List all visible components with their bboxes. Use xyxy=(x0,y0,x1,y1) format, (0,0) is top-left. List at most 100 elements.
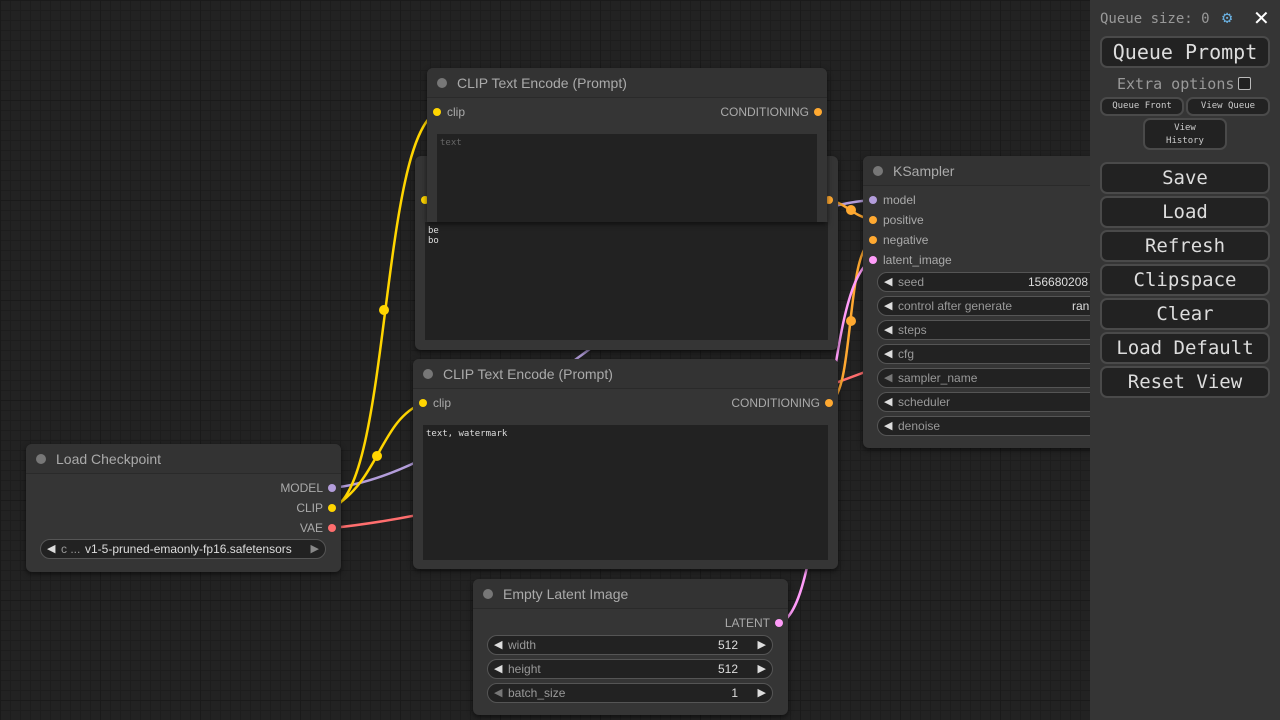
conditioning-output[interactable] xyxy=(818,190,838,210)
queue-prompt-button[interactable]: Queue Prompt xyxy=(1100,36,1270,68)
text-line: be xyxy=(428,226,439,236)
arrow-left-icon[interactable]: ◀ xyxy=(494,687,503,699)
arrow-left-icon[interactable]: ◀ xyxy=(884,324,893,336)
collapse-dot[interactable] xyxy=(437,78,447,88)
arrow-left-icon[interactable]: ◀ xyxy=(494,663,503,675)
arrow-left-icon[interactable]: ◀ xyxy=(884,276,893,288)
node-title[interactable]: Load Checkpoint xyxy=(26,444,341,474)
widget-label: width xyxy=(508,638,537,652)
height-widget[interactable]: ◀ height 512 ▶ xyxy=(487,659,773,679)
clip-output[interactable]: CLIP xyxy=(296,498,341,518)
model-input[interactable]: model xyxy=(863,190,916,210)
reroute-dot xyxy=(372,451,382,461)
extra-options-checkbox[interactable] xyxy=(1238,77,1251,90)
save-button[interactable]: Save xyxy=(1100,162,1270,194)
slot-label: CLIP xyxy=(296,501,323,515)
conditioning-output[interactable]: CONDITIONING xyxy=(731,393,838,413)
latent-image-input[interactable]: latent_image xyxy=(863,250,952,270)
slot-label: MODEL xyxy=(280,481,323,495)
arrow-left-icon[interactable]: ◀ xyxy=(884,420,893,432)
width-widget[interactable]: ◀ width 512 ▶ xyxy=(487,635,773,655)
clear-button[interactable]: Clear xyxy=(1100,298,1270,330)
arrow-left-icon[interactable]: ◀ xyxy=(884,396,893,408)
view-history-button[interactable]: View History xyxy=(1143,118,1227,150)
slot-label: CONDITIONING xyxy=(731,396,820,410)
title-text: Empty Latent Image xyxy=(503,586,629,602)
slot-label: latent_image xyxy=(883,253,952,267)
queue-front-button[interactable]: Queue Front xyxy=(1100,97,1184,116)
conditioning-output[interactable]: CONDITIONING xyxy=(720,102,827,122)
load-default-button[interactable]: Load Default xyxy=(1100,332,1270,364)
prompt-textarea[interactable]: be bo xyxy=(425,222,828,340)
ckpt-name-combo[interactable]: ◀ c ... v1-5-pruned-emaonly-fp16.safeten… xyxy=(40,539,326,559)
cfg-widget[interactable]: ◀ cfg xyxy=(877,344,1123,364)
arrow-left-icon[interactable]: ◀ xyxy=(494,639,503,651)
widget-label: control after generate xyxy=(898,299,1013,313)
seed-widget[interactable]: ◀ seed 156680208 xyxy=(877,272,1123,292)
reroute-dot xyxy=(846,205,856,215)
prompt-textarea[interactable]: text, watermark xyxy=(423,425,828,560)
steps-widget[interactable]: ◀ steps xyxy=(877,320,1123,340)
graph-canvas[interactable]: be bo CLIP Text Encode (Prompt) clip CON… xyxy=(0,0,1123,720)
scheduler-widget[interactable]: ◀ scheduler xyxy=(877,392,1123,412)
arrow-right-icon[interactable]: ▶ xyxy=(757,687,766,699)
reset-view-button[interactable]: Reset View xyxy=(1100,366,1270,398)
arrow-left-icon[interactable]: ◀ xyxy=(884,348,893,360)
widget-label: batch_size xyxy=(508,686,566,700)
node-title[interactable]: CLIP Text Encode (Prompt) xyxy=(427,68,827,98)
load-button[interactable]: Load xyxy=(1100,196,1270,228)
node-title[interactable]: KSampler xyxy=(863,156,1123,186)
gear-icon[interactable]: ⚙ xyxy=(1222,8,1233,28)
node-title[interactable]: CLIP Text Encode (Prompt) xyxy=(413,359,838,389)
arrow-right-icon[interactable]: ▶ xyxy=(757,663,766,675)
collapse-dot[interactable] xyxy=(423,369,433,379)
extra-options-text: Extra options xyxy=(1117,75,1235,93)
queue-size-label: Queue size: 0 xyxy=(1100,11,1210,27)
slot-label: clip xyxy=(433,396,452,410)
arrow-left-icon[interactable]: ◀ xyxy=(884,372,893,384)
clipspace-button[interactable]: Clipspace xyxy=(1100,264,1270,296)
negative-input[interactable]: negative xyxy=(863,230,928,250)
clip-text-encode-node-bottom[interactable]: CLIP Text Encode (Prompt) clip CONDITION… xyxy=(413,359,838,569)
widget-label: cfg xyxy=(898,347,915,361)
queue-sidebar: Queue size: 0 ⚙ ✕ Queue Prompt Extra opt… xyxy=(1090,0,1280,720)
arrow-left-icon[interactable]: ◀ xyxy=(47,543,56,555)
widget-value: ran xyxy=(1072,299,1090,313)
clip-text-encode-node-top[interactable]: CLIP Text Encode (Prompt) clip CONDITION… xyxy=(427,68,827,222)
positive-input[interactable]: positive xyxy=(863,210,924,230)
control-after-generate-widget[interactable]: ◀ control after generate ran xyxy=(877,296,1123,316)
vae-output[interactable]: VAE xyxy=(300,518,341,538)
batch-size-widget[interactable]: ◀ batch_size 1 ▶ xyxy=(487,683,773,703)
view-queue-button[interactable]: View Queue xyxy=(1186,97,1270,116)
slot-label: negative xyxy=(883,233,929,247)
widget-label: seed xyxy=(898,275,925,289)
refresh-button[interactable]: Refresh xyxy=(1100,230,1270,262)
arrow-right-icon[interactable]: ▶ xyxy=(310,543,319,555)
slot-label: VAE xyxy=(299,521,323,535)
close-icon[interactable]: ✕ xyxy=(1253,6,1270,30)
wire-clip-bottom xyxy=(331,401,424,510)
node-title[interactable]: Empty Latent Image xyxy=(473,579,788,609)
sampler-name-widget[interactable]: ◀ sampler_name xyxy=(877,368,1123,388)
clip-input[interactable]: clip xyxy=(427,102,465,122)
clip-input[interactable] xyxy=(415,190,435,210)
placeholder: text xyxy=(440,138,462,148)
arrow-right-icon[interactable]: ▶ xyxy=(757,639,766,651)
collapse-dot[interactable] xyxy=(36,454,46,464)
clip-input[interactable]: clip xyxy=(413,393,451,413)
prompt-text: text, watermark xyxy=(426,429,508,439)
arrow-left-icon[interactable]: ◀ xyxy=(884,300,893,312)
widget-value: 512 xyxy=(717,662,738,676)
empty-latent-image-node[interactable]: Empty Latent Image LATENT ◀ width 512 ▶ ◀ he… xyxy=(473,579,788,715)
collapse-dot[interactable] xyxy=(483,589,493,599)
model-output[interactable]: MODEL xyxy=(280,478,341,498)
collapse-dot[interactable] xyxy=(873,166,883,176)
widget-value: 156680208 xyxy=(1028,275,1089,289)
widget-label: steps xyxy=(898,323,927,337)
ksampler-node[interactable]: KSampler model positive negative latent_… xyxy=(863,156,1123,448)
latent-output[interactable]: LATENT xyxy=(725,613,788,633)
extra-options-label: Extra options xyxy=(1117,75,1234,93)
prompt-textarea[interactable]: text xyxy=(437,134,817,222)
load-checkpoint-node[interactable]: Load Checkpoint MODEL CLIP VAE ◀ c ... v… xyxy=(26,444,341,572)
denoise-widget[interactable]: ◀ denoise xyxy=(877,416,1123,436)
